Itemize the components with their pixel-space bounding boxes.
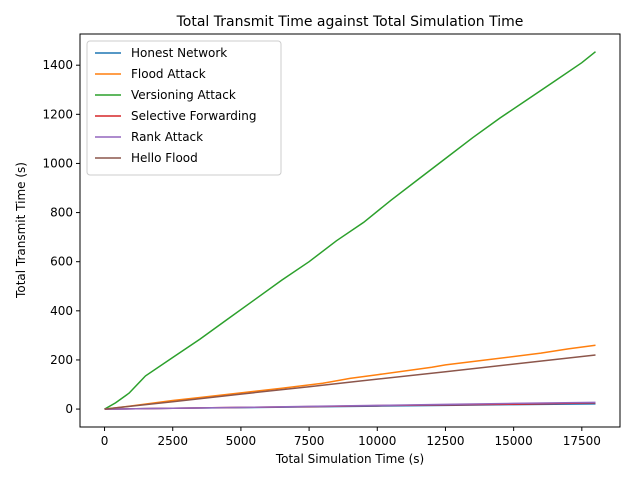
legend-label-flood-attack: Flood Attack: [131, 67, 206, 81]
y-axis-label: Total Transmit Time (s): [14, 162, 28, 299]
x-axis: 0 2500 5000 7500 10000 12500 15000 17500: [101, 427, 601, 448]
y-tick-label: 200: [50, 353, 73, 367]
x-tick-label: 7500: [294, 434, 325, 448]
y-axis: 0 200 400 600 800 1000 1200 1400: [42, 58, 80, 416]
legend-label-honest-network: Honest Network: [131, 46, 227, 60]
x-tick-label: 17500: [563, 434, 601, 448]
x-tick-label: 15000: [495, 434, 533, 448]
legend-label-selective-forwarding: Selective Forwarding: [131, 109, 256, 123]
y-tick-label: 1400: [42, 58, 73, 72]
x-tick-label: 2500: [157, 434, 188, 448]
y-tick-label: 600: [50, 255, 73, 269]
series-line-versioning-attack: [104, 51, 596, 410]
x-axis-label: Total Simulation Time (s): [275, 452, 424, 466]
x-tick-label: 0: [101, 434, 109, 448]
series-line-rank-attack: [104, 401, 596, 410]
legend: Honest Network Flood Attack Versioning Att…: [86, 40, 282, 176]
y-tick-label: 0: [65, 402, 73, 416]
y-tick-label: 400: [50, 304, 73, 318]
y-tick-label: 1000: [42, 156, 73, 170]
legend-box: [86, 40, 282, 176]
legend-label-rank-attack: Rank Attack: [131, 130, 203, 144]
y-tick-label: 1200: [42, 107, 73, 121]
y-tick-label: 800: [50, 206, 73, 220]
x-tick-label: 12500: [426, 434, 464, 448]
plot-frame: [79, 33, 621, 428]
series-line-hello-flood: [104, 354, 596, 410]
legend-label-versioning-attack: Versioning Attack: [131, 88, 236, 102]
x-tick-label: 10000: [358, 434, 396, 448]
series-layer: [104, 51, 596, 410]
series-line-flood-attack: [104, 344, 596, 410]
chart-title: Total Transmit Time against Total Simula…: [176, 14, 524, 30]
x-tick-label: 5000: [226, 434, 257, 448]
legend-label-hello-flood: Hello Flood: [131, 151, 198, 165]
